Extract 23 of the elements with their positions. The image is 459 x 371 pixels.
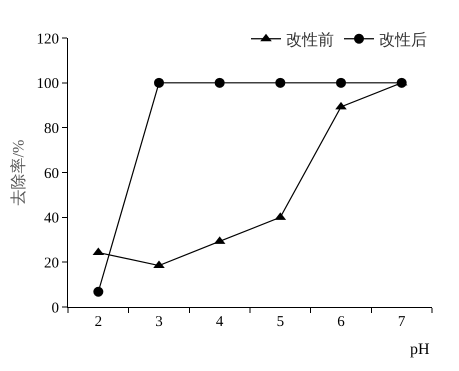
y-tick-label: 80 [44, 120, 59, 137]
x-tick-label: 5 [276, 314, 284, 330]
legend-label: 改性前 [286, 31, 334, 49]
x-axis-title: pH [410, 341, 430, 358]
legend-label: 改性后 [379, 31, 427, 49]
x-tick-label: 3 [155, 314, 163, 330]
point [275, 78, 286, 88]
x-tick-label: 7 [398, 314, 406, 330]
y-tick-label: 100 [36, 76, 59, 92]
x-tick-label: 4 [216, 314, 224, 330]
x-tick-label: 2 [94, 314, 102, 330]
point [154, 78, 164, 88]
point [214, 78, 225, 88]
point [93, 286, 104, 297]
y-tick-label: 20 [44, 255, 59, 272]
y-tick-label: 40 [44, 210, 59, 227]
y-tick-label: 0 [52, 300, 59, 316]
y-axis-title: 去除率/% [9, 140, 28, 206]
y-tick-label: 60 [44, 166, 59, 182]
x-tick-label: 6 [337, 314, 346, 330]
point [336, 78, 346, 88]
y-tick-label: 120 [36, 31, 59, 48]
point [396, 78, 407, 88]
